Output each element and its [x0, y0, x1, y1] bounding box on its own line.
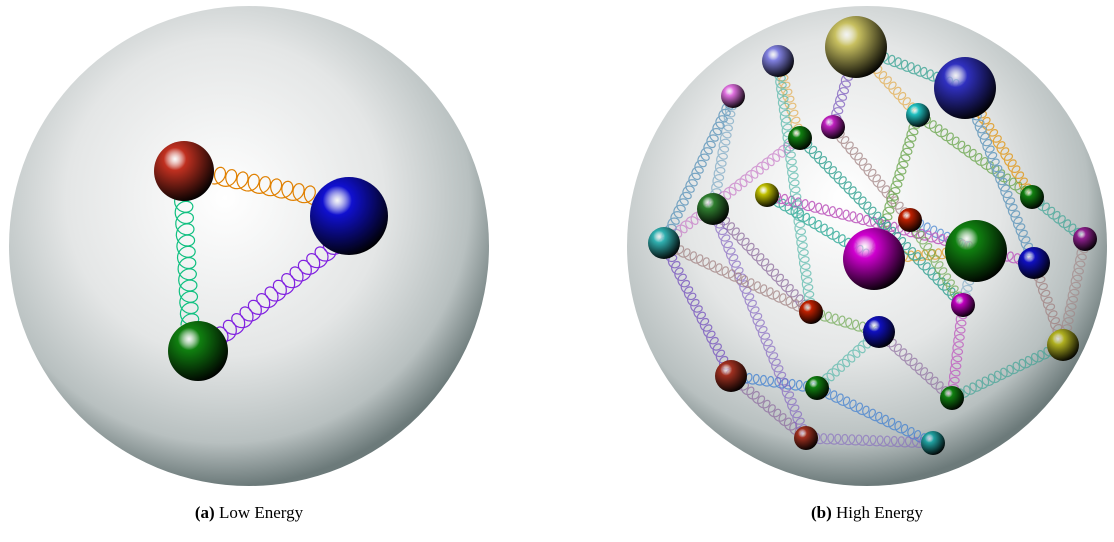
quark	[715, 360, 747, 392]
sphere-low	[9, 6, 489, 486]
quark	[168, 321, 228, 381]
caption: High Energy	[836, 503, 924, 522]
quark	[951, 293, 975, 317]
quark	[825, 16, 887, 78]
caption-a: (a) Low Energy	[195, 503, 304, 522]
quark	[697, 193, 729, 225]
caption: Low Energy	[219, 503, 304, 522]
quark	[799, 300, 823, 324]
quark	[794, 426, 818, 450]
caption-b: (b) High Energy	[811, 503, 924, 522]
quark	[154, 141, 214, 201]
label: (a)	[195, 503, 215, 522]
figure: (a) Low Energy (b) High Energy	[0, 0, 1114, 542]
quark	[1047, 329, 1079, 361]
quark	[721, 84, 745, 108]
page: (a) Low Energy (b) High Energy (() => { …	[0, 0, 1114, 542]
quark	[821, 115, 845, 139]
quark	[755, 183, 779, 207]
quark	[921, 431, 945, 455]
quark	[843, 228, 905, 290]
quark	[906, 103, 930, 127]
quark	[945, 220, 1007, 282]
quark	[934, 57, 996, 119]
label: (b)	[811, 503, 832, 522]
quark	[805, 376, 829, 400]
quark	[1020, 185, 1044, 209]
quark	[940, 386, 964, 410]
quark	[310, 177, 388, 255]
quark	[863, 316, 895, 348]
quark	[1073, 227, 1097, 251]
quark	[788, 126, 812, 150]
quark	[898, 208, 922, 232]
quark	[762, 45, 794, 77]
quark	[648, 227, 680, 259]
quark	[1018, 247, 1050, 279]
